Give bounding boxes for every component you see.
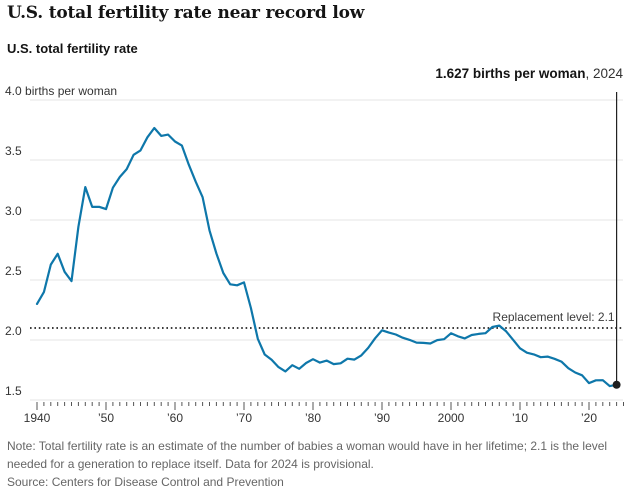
x-axis-label: 2000 [437, 411, 465, 425]
x-axis-label: ’60 [166, 411, 184, 425]
replacement-level-label: Replacement level: 2.1 [492, 310, 615, 324]
headline: U.S. total fertility rate near record lo… [7, 3, 365, 23]
note-text: Note: Total fertility rate is an estimat… [7, 439, 608, 472]
chart-footer: Note: Total fertility rate is an estimat… [7, 437, 611, 492]
x-axis-label: ’20 [580, 411, 598, 425]
end-point-dot [612, 380, 621, 389]
y-axis-label: 4.0 births per woman [5, 84, 118, 98]
y-axis-label: 3.0 [5, 204, 22, 218]
x-axis-label: ’90 [373, 411, 391, 425]
fertility-rate-line [35, 126, 618, 388]
source-text: Source: Centers for Disease Control and … [7, 475, 284, 490]
chart-title: U.S. total fertility rate [7, 41, 138, 56]
latest-value: 1.627 births per woman [435, 66, 586, 81]
x-axis-label: ’80 [304, 411, 322, 425]
latest-year: , 2024 [585, 66, 623, 81]
x-axis-label: 1940 [23, 411, 51, 425]
x-axis-label: ’50 [97, 411, 115, 425]
latest-value-annotation: 1.627 births per woman, 2024 [435, 66, 623, 81]
y-axis-label: 3.5 [5, 144, 22, 158]
y-axis-label: 1.5 [5, 384, 22, 398]
x-axis-label: ’70 [235, 411, 253, 425]
y-axis-label: 2.0 [5, 324, 22, 338]
x-axis-label: ’10 [511, 411, 529, 425]
y-axis-label: 2.5 [5, 264, 22, 278]
